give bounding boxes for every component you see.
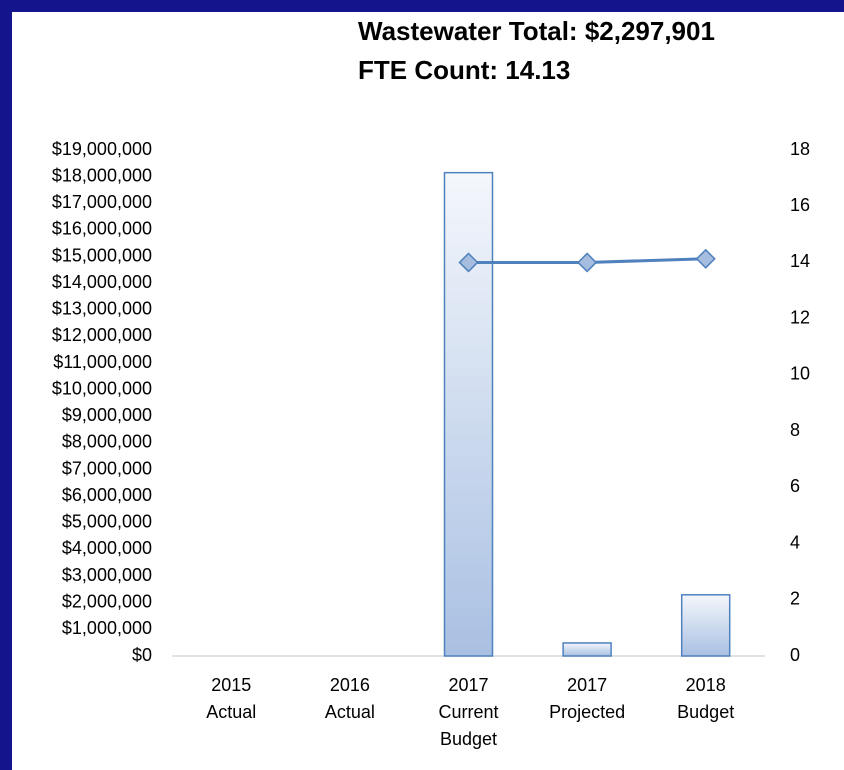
y2-tick-label: 0 [790, 645, 800, 665]
x-tick-label: 2016 [330, 675, 370, 695]
bar [680, 594, 731, 657]
x-tick-label: Budget [440, 729, 497, 749]
x-tick-label: Actual [325, 702, 375, 722]
x-tick-label: Actual [206, 702, 256, 722]
bar [443, 171, 494, 657]
y-tick-label: $15,000,000 [52, 245, 152, 265]
y-tick-label: $16,000,000 [52, 219, 152, 239]
y2-tick-label: 8 [790, 420, 800, 440]
y-tick-label: $0 [132, 645, 152, 665]
x-tick-label: 2018 [686, 675, 726, 695]
y-tick-label: $14,000,000 [52, 272, 152, 292]
line-marker [695, 248, 716, 269]
x-tick-label: 2017 [448, 675, 488, 695]
y-tick-label: $4,000,000 [62, 538, 152, 558]
x-tick-label: 2015 [211, 675, 251, 695]
y-tick-label: $6,000,000 [62, 485, 152, 505]
x-tick-label: Projected [549, 702, 625, 722]
y2-tick-label: 14 [790, 251, 810, 271]
y-tick-label: $13,000,000 [52, 299, 152, 319]
chart-title: Wastewater Total: $2,297,901 [358, 16, 715, 46]
y-tick-label: $5,000,000 [62, 512, 152, 532]
y-tick-label: $19,000,000 [52, 139, 152, 159]
y-tick-label: $18,000,000 [52, 165, 152, 185]
y-tick-label: $1,000,000 [62, 618, 152, 638]
x-tick-label: 2017 [567, 675, 607, 695]
chart-subtitle: FTE Count: 14.13 [358, 55, 570, 85]
y2-tick-label: 4 [790, 532, 800, 552]
line-marker [458, 252, 479, 273]
y-tick-label: $3,000,000 [62, 565, 152, 585]
y-tick-label: $9,000,000 [62, 405, 152, 425]
y-tick-label: $11,000,000 [53, 352, 152, 372]
y-tick-label: $2,000,000 [62, 591, 152, 611]
y2-tick-label: 18 [790, 139, 810, 159]
y2-tick-label: 12 [790, 307, 810, 327]
y2-tick-label: 6 [790, 476, 800, 496]
bar [562, 642, 612, 657]
y-tick-label: $10,000,000 [52, 378, 152, 398]
x-tick-label: Budget [677, 702, 734, 722]
y-tick-label: $12,000,000 [52, 325, 152, 345]
y-tick-label: $8,000,000 [62, 432, 152, 452]
y2-tick-label: 10 [790, 364, 810, 384]
y-tick-label: $17,000,000 [52, 192, 152, 212]
y2-tick-label: 16 [790, 195, 810, 215]
line-marker [577, 252, 598, 273]
y2-tick-label: 2 [790, 589, 800, 609]
y-tick-label: $7,000,000 [62, 458, 152, 478]
x-tick-label: Current [438, 702, 498, 722]
